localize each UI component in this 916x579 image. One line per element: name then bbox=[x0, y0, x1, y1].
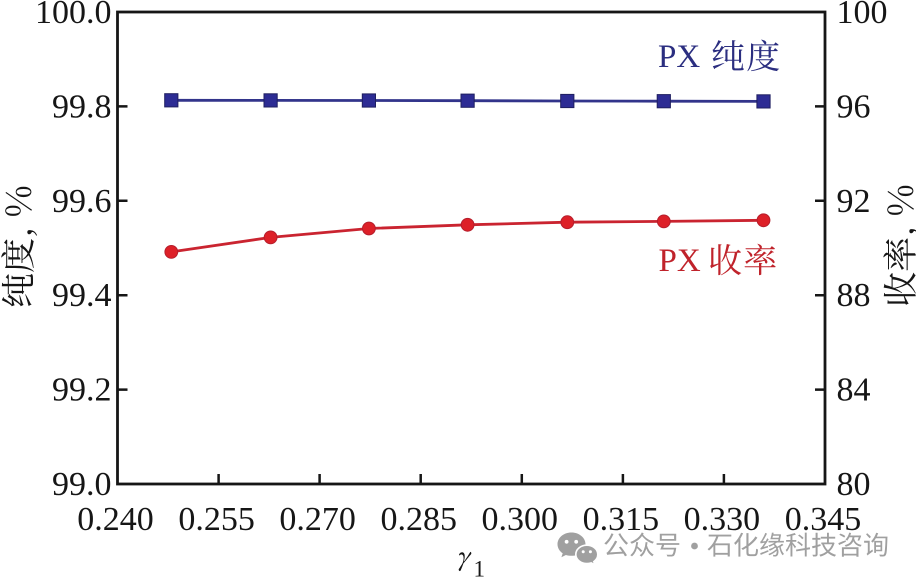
svg-text:84: 84 bbox=[837, 372, 871, 409]
svg-text:0.240: 0.240 bbox=[77, 501, 154, 538]
svg-text:100.0: 100.0 bbox=[35, 0, 112, 31]
svg-text:0.345: 0.345 bbox=[785, 501, 862, 538]
svg-text:0.300: 0.300 bbox=[482, 501, 559, 538]
svg-text:0.270: 0.270 bbox=[279, 501, 356, 538]
svg-text:99.4: 99.4 bbox=[52, 277, 112, 314]
svg-text:1: 1 bbox=[474, 557, 486, 579]
svg-text:88: 88 bbox=[837, 277, 871, 314]
svg-text:96: 96 bbox=[837, 88, 871, 125]
svg-text:99.6: 99.6 bbox=[52, 183, 112, 220]
svg-text:0.315: 0.315 bbox=[583, 501, 660, 538]
svg-text:92: 92 bbox=[837, 183, 871, 220]
svg-text:PX: PX bbox=[658, 39, 700, 75]
svg-text:0.285: 0.285 bbox=[380, 501, 457, 538]
svg-text:80: 80 bbox=[837, 466, 871, 503]
svg-text:99.0: 99.0 bbox=[52, 466, 112, 503]
svg-text:99.8: 99.8 bbox=[52, 88, 112, 125]
svg-text:PX: PX bbox=[659, 243, 701, 279]
svg-text:0.330: 0.330 bbox=[684, 501, 761, 538]
svg-text:0.255: 0.255 bbox=[178, 501, 255, 538]
svg-text:100: 100 bbox=[837, 0, 888, 31]
svg-text:99.2: 99.2 bbox=[52, 372, 112, 409]
